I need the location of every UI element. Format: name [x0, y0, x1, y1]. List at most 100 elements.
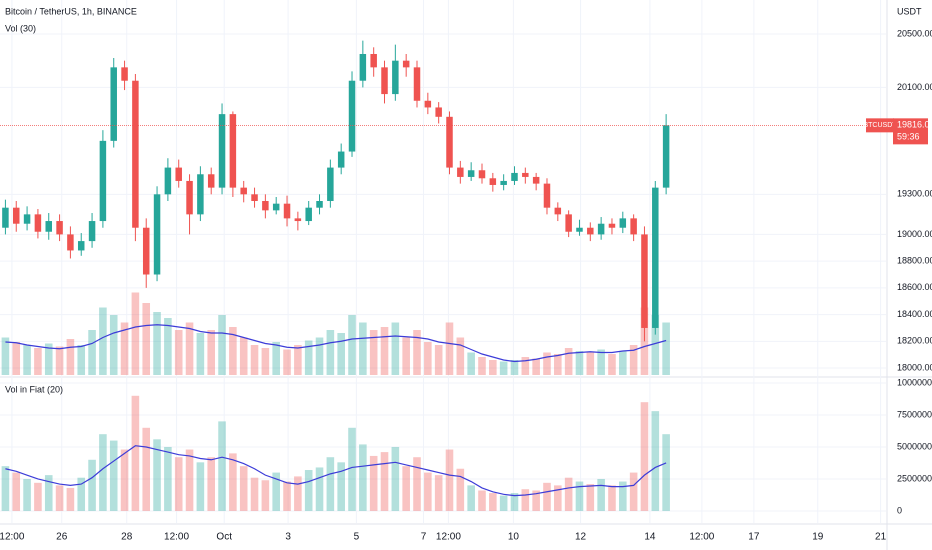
- candle-body: [500, 180, 507, 185]
- volume-bar: [402, 337, 410, 375]
- candle-body: [23, 214, 31, 224]
- candle-body: [576, 227, 583, 232]
- candle-body: [392, 60, 399, 95]
- volume-bar: [326, 330, 335, 375]
- x-tick-label: 5: [354, 532, 360, 543]
- candle-body: [283, 203, 291, 219]
- volume-bar: [164, 318, 172, 375]
- volume-bar: [456, 337, 465, 375]
- candle-body: [532, 176, 540, 184]
- volume-bar: [304, 340, 313, 375]
- volume-bar: [185, 322, 194, 375]
- y-tick-label: 1000000000: [897, 377, 932, 387]
- candle-body: [359, 53, 367, 81]
- volume-label: Vol (30): [5, 23, 36, 33]
- fiat-volume-bar: [272, 472, 280, 511]
- fiat-volume-bar: [142, 427, 151, 511]
- y-tick-label: 20100.00: [897, 82, 932, 92]
- candle-body: [294, 218, 302, 222]
- candle-body: [67, 234, 74, 251]
- volume-bar: [1, 337, 10, 375]
- candle-body: [88, 221, 96, 242]
- candle-body: [77, 241, 85, 251]
- y-tick-label: 18600.00: [897, 282, 932, 292]
- candle-body: [262, 200, 269, 211]
- volume-bar: [662, 322, 670, 375]
- volume-bar: [380, 327, 389, 375]
- candle-body: [381, 67, 388, 95]
- candle-body: [587, 227, 594, 235]
- fiat-volume-bar: [510, 493, 519, 511]
- candle-body: [619, 218, 627, 228]
- candle-body: [99, 140, 107, 222]
- candle-body: [45, 221, 52, 232]
- volume-bar: [608, 354, 616, 375]
- fiat-ma-line: [5, 445, 667, 497]
- volume-bar: [434, 345, 443, 375]
- fiat-volume-bar: [120, 449, 129, 511]
- volume-bar: [391, 322, 400, 375]
- candle-body: [207, 174, 215, 188]
- countdown-label: 59:36: [897, 132, 920, 142]
- fiat-volume-bar: [619, 481, 627, 511]
- candle-body: [251, 194, 258, 201]
- x-tick-label: 14: [644, 532, 656, 543]
- candle-body: [272, 203, 280, 211]
- fiat-volume-bar: [445, 449, 454, 511]
- candle-body: [565, 214, 572, 232]
- candle-body: [413, 67, 421, 101]
- fiat-volume-bar: [55, 485, 64, 511]
- fiat-volume-bar: [23, 478, 31, 511]
- candle-body: [132, 80, 139, 228]
- volume-bar: [597, 349, 605, 375]
- volume-bar: [337, 333, 345, 375]
- volume-bar: [543, 352, 551, 375]
- volume-bar: [12, 342, 21, 375]
- candle-body: [348, 80, 356, 152]
- fiat-volume-bar: [640, 402, 649, 511]
- candle-body: [597, 223, 605, 235]
- volume-bar: [239, 337, 248, 375]
- y-tick-label: 0: [897, 505, 902, 515]
- currency-label: USDT: [897, 6, 922, 16]
- volume-bar: [66, 339, 75, 375]
- volume-bar: [586, 352, 595, 375]
- fiat-volume-bar: [456, 468, 465, 511]
- fiat-volume-bar: [218, 421, 226, 511]
- volume-bar: [88, 330, 96, 375]
- y-tick-label: 18000.00: [897, 362, 932, 372]
- x-tick-label: 10: [508, 532, 520, 543]
- volume-bar: [196, 333, 205, 375]
- fiat-volume-bar: [337, 462, 345, 511]
- volume-bar: [619, 351, 627, 375]
- candle-body: [522, 172, 529, 177]
- fiat-volume-bar: [174, 457, 183, 511]
- fiat-volume-bar: [34, 482, 42, 511]
- fiat-volume-bar: [239, 466, 248, 511]
- volume-bar: [44, 343, 53, 375]
- y-tick-label: 19300.00: [897, 189, 932, 199]
- volume-bar: [55, 346, 64, 375]
- candle-body: [110, 67, 117, 141]
- symbol-label: BTCUSDT: [863, 122, 897, 129]
- fiat-volume-bar: [489, 493, 497, 511]
- fiat-volume-bar: [521, 489, 530, 511]
- y-tick-label: 19000.00: [897, 229, 932, 239]
- candle-body: [489, 178, 497, 185]
- fiat-volume-bar: [608, 485, 616, 511]
- fiat-volume-bar: [185, 449, 194, 511]
- candle-body: [153, 194, 161, 275]
- fiat-volume-bar: [467, 485, 475, 511]
- candle-body: [478, 170, 486, 179]
- y-tick-label: 18800.00: [897, 256, 932, 266]
- fiat-volume-bar: [554, 485, 562, 511]
- volume-bar: [229, 327, 237, 375]
- candle-body: [142, 227, 150, 275]
- volume-bar: [499, 361, 508, 375]
- fiat-volume-bar: [348, 427, 356, 511]
- candle-body: [457, 167, 464, 177]
- fiat-volume-bar: [434, 475, 443, 511]
- candle-body: [240, 187, 247, 195]
- fiat-volume-bar: [12, 472, 21, 511]
- candle-body: [370, 53, 377, 68]
